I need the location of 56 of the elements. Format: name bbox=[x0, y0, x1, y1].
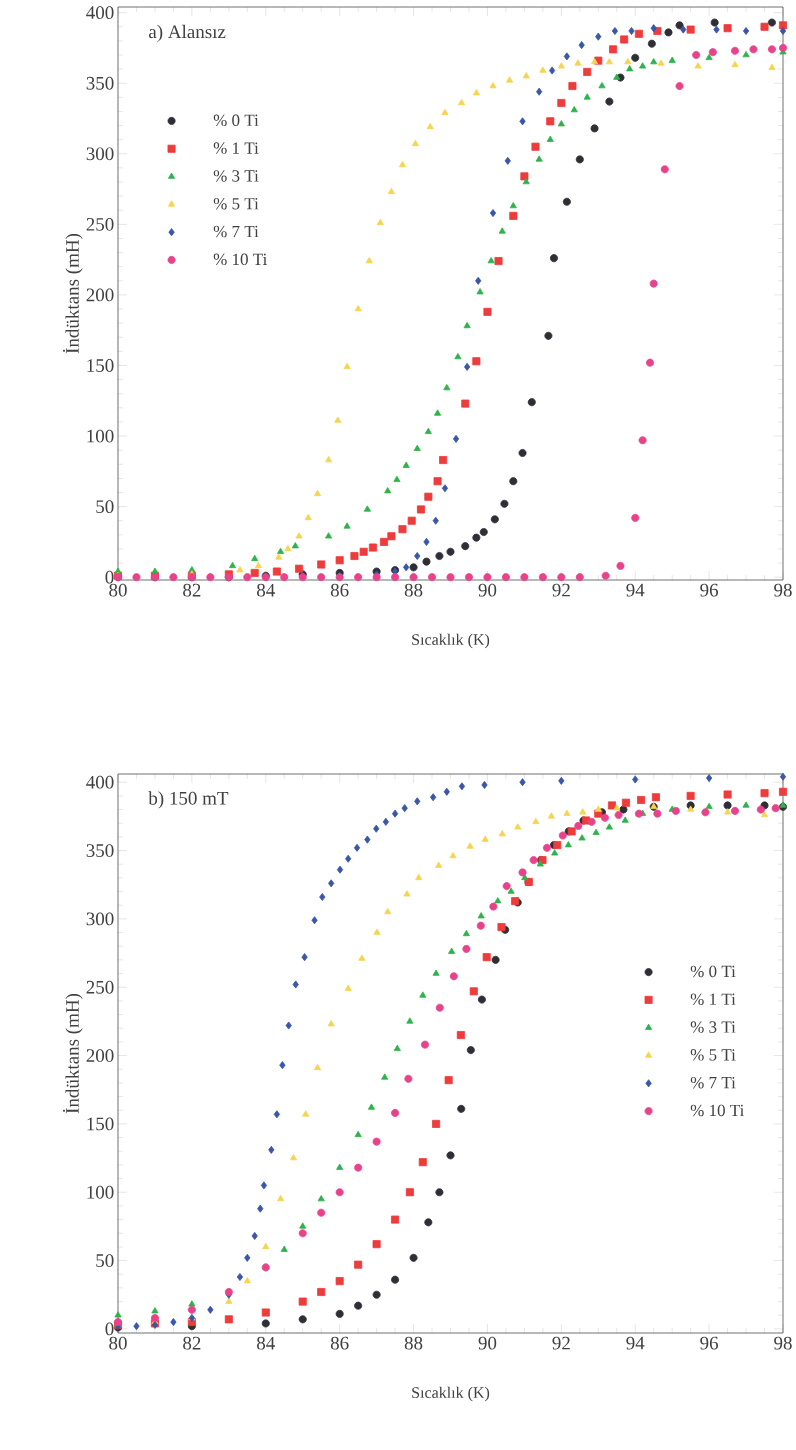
y-tick-label: 0 bbox=[105, 1322, 114, 1336]
x-tick-label: 80 bbox=[109, 583, 127, 597]
y-tick-label: 350 bbox=[86, 76, 114, 90]
y-tick-label: 150 bbox=[87, 359, 114, 372]
x-tick-label: 82 bbox=[183, 1336, 201, 1350]
x-axis-title: Sıcaklık (K) bbox=[412, 1386, 490, 1402]
y-tick-label: 100 bbox=[87, 429, 114, 443]
x-tick-label: 88 bbox=[404, 583, 423, 597]
x-tick-label: 96 bbox=[700, 1336, 719, 1350]
legend-label: % 3 Ti bbox=[690, 1021, 736, 1033]
x-axis-title: Sıcaklık (K) bbox=[412, 633, 490, 649]
text: a) Alansız bbox=[149, 24, 226, 43]
x-tick-label: 84 bbox=[257, 583, 275, 597]
legend-label: % 1 Ti bbox=[690, 993, 736, 1006]
legend-label: % 10 Ti bbox=[213, 253, 268, 266]
y-axis-title: İndüktans (mH) bbox=[62, 993, 83, 1114]
x-tick-label: 92 bbox=[552, 1336, 570, 1350]
y-tick-label: 200 bbox=[86, 288, 114, 302]
x-tick-label: 90 bbox=[478, 1336, 497, 1350]
legend-label: % 5 Ti bbox=[213, 197, 259, 210]
x-tick-label: 90 bbox=[478, 583, 497, 597]
legend-label: % 3 Ti bbox=[213, 170, 259, 182]
x-tick-label: 86 bbox=[330, 583, 349, 597]
x-tick-label: 98 bbox=[774, 1336, 792, 1350]
y-tick-label: 350 bbox=[86, 844, 114, 857]
x-tick-label: 98 bbox=[774, 583, 792, 597]
y-tick-label: 250 bbox=[86, 980, 114, 994]
legend-label: % 5 Ti bbox=[690, 1049, 736, 1061]
legend-label: % 0 Ti bbox=[213, 114, 259, 127]
legend-label: % 1 Ti bbox=[213, 142, 259, 154]
legend-label: % 7 Ti bbox=[213, 225, 259, 238]
y-tick-label: 400 bbox=[86, 775, 114, 789]
y-tick-label: 100 bbox=[87, 1185, 114, 1199]
legend-label: % 10 Ti bbox=[690, 1104, 745, 1117]
legend-label: % 7 Ti bbox=[690, 1076, 736, 1089]
x-tick-label: 86 bbox=[330, 1336, 349, 1350]
y-axis-title: İndüktans (mH) bbox=[62, 233, 83, 354]
x-tick-label: 92 bbox=[552, 583, 570, 597]
x-tick-label: 96 bbox=[700, 583, 719, 597]
x-tick-label: 88 bbox=[404, 1336, 423, 1350]
text: b) 150 mT bbox=[148, 791, 229, 809]
x-tick-label: 94 bbox=[626, 583, 645, 597]
y-tick-label: 300 bbox=[86, 912, 114, 926]
x-tick-label: 84 bbox=[257, 1336, 275, 1350]
y-tick-label: 200 bbox=[86, 1049, 114, 1062]
y-tick-label: 0 bbox=[105, 570, 114, 584]
y-tick-label: 150 bbox=[87, 1117, 114, 1131]
x-tick-label: 82 bbox=[183, 583, 201, 597]
x-tick-label: 80 bbox=[109, 1336, 127, 1350]
legend-label: % 0 Ti bbox=[690, 965, 736, 978]
x-tick-label: 94 bbox=[626, 1336, 645, 1350]
y-tick-label: 400 bbox=[86, 6, 114, 20]
y-tick-label: 50 bbox=[96, 500, 114, 514]
y-tick-label: 50 bbox=[96, 1254, 114, 1267]
y-tick-label: 300 bbox=[86, 147, 114, 161]
y-tick-label: 250 bbox=[86, 217, 114, 231]
